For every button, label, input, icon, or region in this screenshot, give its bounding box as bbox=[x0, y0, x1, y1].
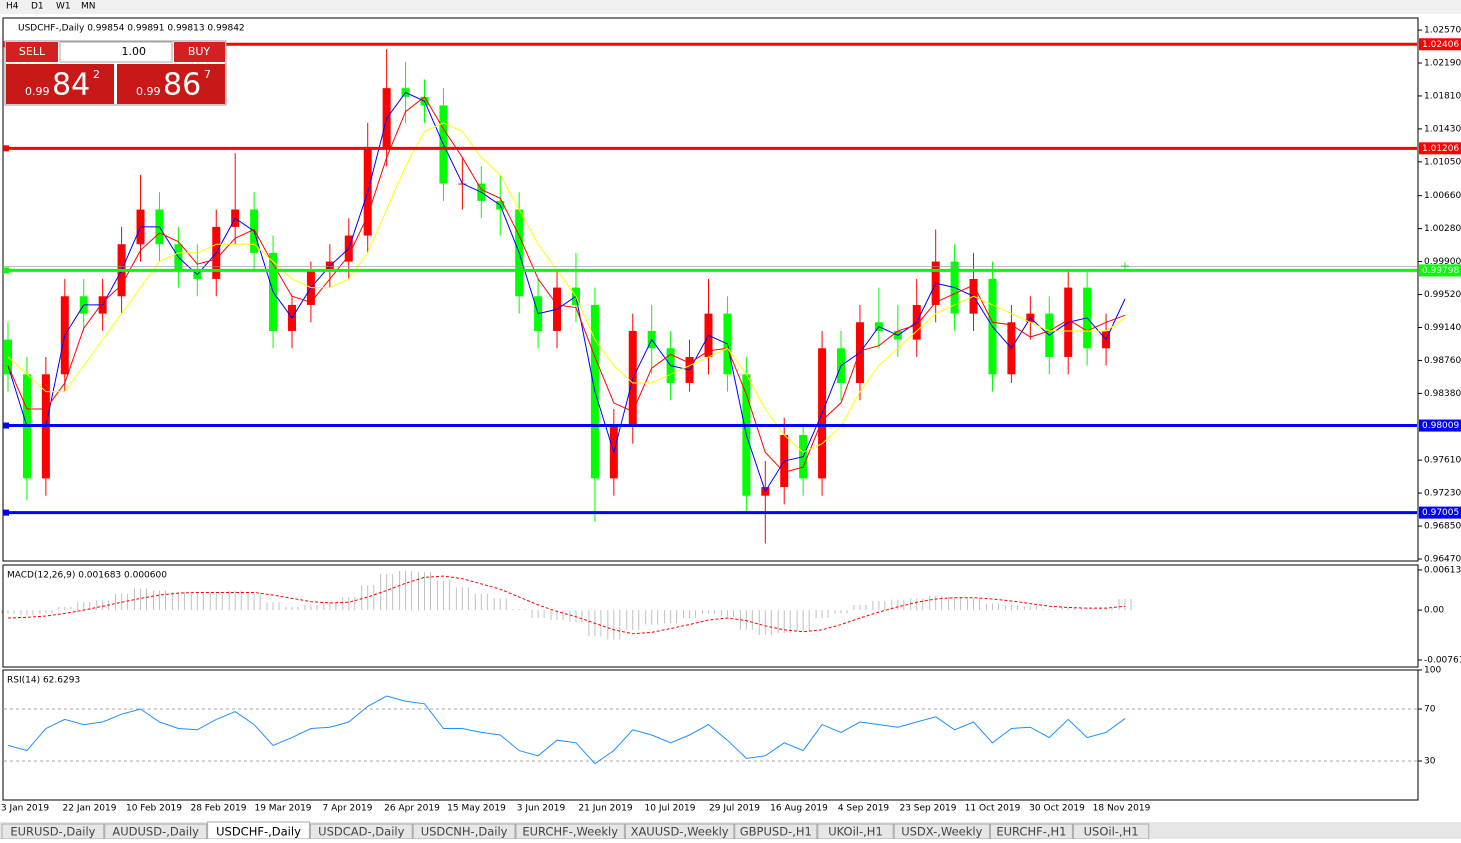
x-tick-label: 10 Feb 2019 bbox=[126, 804, 182, 814]
y-tick-label: 1.01430 bbox=[1424, 124, 1461, 134]
y-tick-label: 1.02570 bbox=[1424, 26, 1461, 36]
y-tick-label: 0.97230 bbox=[1424, 489, 1461, 499]
tab-label: EURCHF-,H1 bbox=[996, 825, 1066, 839]
macd-panel bbox=[2, 564, 1419, 668]
x-tick-label: 19 Mar 2019 bbox=[254, 804, 311, 814]
timeframe-button[interactable]: H4 bbox=[6, 2, 19, 12]
level-handle bbox=[3, 145, 9, 152]
x-tick-label: 11 Oct 2019 bbox=[965, 804, 1021, 814]
y-tick-label: 0.97610 bbox=[1424, 456, 1461, 466]
timeframe-button[interactable]: MN bbox=[81, 2, 96, 12]
x-tick-label: 15 May 2019 bbox=[447, 804, 506, 814]
tab-label: USDCAD-,Daily bbox=[318, 825, 404, 839]
timeframe-button[interactable]: D1 bbox=[31, 2, 44, 12]
sell-sup: 2 bbox=[93, 68, 100, 81]
x-tick-label: 16 Aug 2019 bbox=[770, 804, 828, 814]
level-label: 0.97005 bbox=[1422, 508, 1459, 518]
rsi-panel bbox=[2, 669, 1419, 801]
y-tick-label: 0.98760 bbox=[1424, 356, 1461, 366]
level-handle bbox=[3, 422, 9, 429]
y-tick-label: 0.00 bbox=[1424, 606, 1444, 616]
tab-label: USDCNH-,Daily bbox=[421, 825, 508, 839]
tab-label: AUDUSD-,Daily bbox=[112, 825, 199, 839]
x-tick-label: 3 Jan 2019 bbox=[1, 804, 49, 814]
tab-label: EURUSD-,Daily bbox=[10, 825, 95, 839]
y-tick-label: 1.00660 bbox=[1424, 191, 1461, 201]
indicator-line bbox=[7, 122, 1126, 453]
x-tick-label: 10 Jul 2019 bbox=[645, 804, 696, 814]
price-panel bbox=[2, 17, 1419, 562]
buy-big: 0.99 bbox=[136, 85, 161, 98]
x-tick-label: 4 Sep 2019 bbox=[838, 804, 890, 814]
x-tick-label: 26 Apr 2019 bbox=[384, 804, 440, 814]
panel-title: RSI(14) 62.6293 bbox=[7, 676, 80, 686]
x-tick-label: 18 Nov 2019 bbox=[1093, 804, 1151, 814]
level-handle bbox=[3, 267, 9, 274]
x-tick-label: 30 Oct 2019 bbox=[1029, 804, 1085, 814]
tab-label: UKOil-,H1 bbox=[828, 825, 883, 839]
sell-main: 84 bbox=[52, 68, 90, 103]
sell-big: 0.99 bbox=[25, 85, 50, 98]
tab-label: USDCHF-,Daily bbox=[216, 825, 301, 839]
panel-title: USDCHF-,Daily 0.99854 0.99891 0.99813 0.… bbox=[18, 24, 245, 34]
tab-label: EURCHF-,Weekly bbox=[522, 825, 618, 839]
tab-label: GBPUSD-,H1 bbox=[740, 825, 812, 839]
sell-price[interactable] bbox=[6, 64, 114, 104]
timeframe-button[interactable]: W1 bbox=[56, 2, 71, 12]
y-tick-label: 0.96470 bbox=[1424, 555, 1461, 565]
buy-label: BUY bbox=[188, 45, 211, 58]
x-tick-label: 29 Jul 2019 bbox=[709, 804, 760, 814]
x-tick-label: 23 Sep 2019 bbox=[899, 804, 956, 814]
y-tick-label: 1.00280 bbox=[1424, 224, 1461, 234]
level-label: 1.01206 bbox=[1422, 144, 1459, 154]
x-tick-label: 7 Apr 2019 bbox=[323, 804, 373, 814]
tab-label: USOil-,H1 bbox=[1084, 825, 1139, 839]
lot-value: 1.00 bbox=[122, 45, 147, 58]
buy-sup: 7 bbox=[204, 68, 211, 81]
indicator-line bbox=[7, 96, 1126, 473]
level-handle bbox=[3, 509, 9, 516]
lot-input[interactable] bbox=[59, 41, 173, 63]
level-label: 1.02406 bbox=[1422, 40, 1459, 50]
tab-label: USDX-,Weekly bbox=[901, 825, 982, 839]
level-label: 0.98009 bbox=[1422, 421, 1459, 431]
y-tick-label: 70 bbox=[1424, 705, 1436, 715]
buy-main: 86 bbox=[163, 68, 201, 103]
trade-panel: SELL BUY 1.00 0.99 84 2 0.99 86 7 bbox=[4, 40, 227, 106]
y-tick-label: 0.99900 bbox=[1424, 257, 1461, 267]
x-tick-label: 21 Jun 2019 bbox=[578, 804, 632, 814]
y-tick-label: 100 bbox=[1424, 666, 1441, 676]
panel-title: MACD(12,26,9) 0.001683 0.000600 bbox=[7, 571, 167, 581]
x-tick-label: 28 Feb 2019 bbox=[190, 804, 246, 814]
y-tick-label: -0.007612 bbox=[1424, 656, 1461, 666]
level-label: 0.99798 bbox=[1422, 266, 1459, 276]
level-label-bg bbox=[1419, 38, 1461, 51]
y-tick-label: 1.02190 bbox=[1424, 59, 1461, 69]
candle-body bbox=[1121, 265, 1129, 267]
level-label-bg bbox=[1419, 264, 1461, 277]
y-tick-label: 1.01050 bbox=[1424, 157, 1461, 167]
y-tick-label: 0.99140 bbox=[1424, 323, 1461, 333]
x-tick-label: 3 Jun 2019 bbox=[517, 804, 566, 814]
buy-price[interactable] bbox=[117, 64, 225, 104]
level-label-bg bbox=[1419, 419, 1461, 432]
buy-button[interactable] bbox=[174, 42, 225, 62]
level-label-bg bbox=[1419, 506, 1461, 519]
toolbar bbox=[0, 0, 1461, 14]
indicator-line bbox=[7, 575, 1126, 635]
y-tick-label: 0.00613 bbox=[1424, 565, 1461, 575]
y-tick-label: 0.99520 bbox=[1424, 290, 1461, 300]
level-label-bg bbox=[1419, 142, 1461, 155]
y-tick-label: 1.01810 bbox=[1424, 91, 1461, 101]
tab-label: XAUUSD-,Weekly bbox=[631, 825, 729, 839]
indicator-line bbox=[7, 695, 1126, 765]
y-tick-label: 0.96850 bbox=[1424, 522, 1461, 532]
y-tick-label: 0.98380 bbox=[1424, 389, 1461, 399]
sell-label: SELL bbox=[19, 45, 46, 58]
y-tick-label: 30 bbox=[1424, 757, 1436, 767]
x-tick-label: 22 Jan 2019 bbox=[63, 804, 117, 814]
sell-button[interactable] bbox=[6, 42, 58, 62]
